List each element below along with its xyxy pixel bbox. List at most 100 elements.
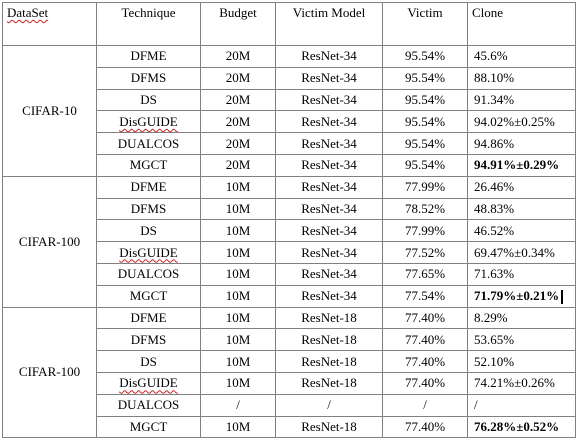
- model-cell: ResNet-34: [275, 219, 383, 243]
- clone-cell: 69.47%±0.34%: [467, 241, 576, 264]
- model-cell: /: [275, 393, 383, 417]
- technique-cell: DUALCOS: [96, 132, 201, 155]
- victim-cell: 77.54%: [382, 284, 468, 308]
- victim-cell: 95.54%: [382, 88, 468, 112]
- clone-cell: 74.21%±0.26%: [467, 371, 576, 395]
- model-cell: ResNet-34: [275, 175, 383, 199]
- table-row: MGCT 10M ResNet-34 77.54% 71.79%±0.21%: [3, 284, 576, 308]
- table-row: DFMS 20M ResNet-34 95.54% 88.10%: [3, 66, 576, 90]
- victim-cell: 95.54%: [382, 153, 468, 177]
- table-row: DFMS 10M ResNet-34 78.52% 48.83%: [3, 197, 576, 221]
- clone-cell: 26.46%: [467, 175, 576, 199]
- dataset-cell: CIFAR-10: [2, 45, 97, 177]
- header-dataset: DataSet: [2, 2, 97, 46]
- header-clone: Clone: [467, 2, 576, 46]
- technique-cell: DS: [96, 350, 201, 373]
- table-row: DisGUIDE 20M ResNet-34 95.54% 94.02%±0.2…: [3, 110, 576, 134]
- technique-cell: DS: [96, 219, 201, 243]
- header-victim: Victim: [382, 2, 468, 46]
- victim-cell: 77.65%: [382, 262, 468, 286]
- clone-cell-best: 76.28%±0.52%: [467, 415, 576, 439]
- model-cell: ResNet-34: [275, 197, 383, 221]
- budget-cell: 10M: [200, 350, 276, 373]
- clone-cell-best: 94.91%±0.29%: [467, 153, 576, 177]
- victim-cell: 78.52%: [382, 197, 468, 221]
- dataset-cell: CIFAR-100: [2, 306, 97, 439]
- budget-cell: 10M: [200, 284, 276, 308]
- model-cell: ResNet-34: [275, 241, 383, 264]
- model-cell: ResNet-34: [275, 262, 383, 286]
- clone-cell: 91.34%: [467, 88, 576, 112]
- model-cell: ResNet-18: [275, 328, 383, 352]
- text-cursor: [561, 290, 564, 305]
- budget-cell: 20M: [200, 66, 276, 90]
- victim-cell: 77.40%: [382, 371, 468, 395]
- budget-cell: 10M: [200, 306, 276, 330]
- victim-cell: 95.54%: [382, 45, 468, 68]
- clone-cell: 88.10%: [467, 66, 576, 90]
- technique-cell: DFME: [96, 306, 201, 330]
- clone-cell: 94.02%±0.25%: [467, 110, 576, 134]
- clone-cell: 71.63%: [467, 262, 576, 286]
- budget-cell: 20M: [200, 153, 276, 177]
- clone-cell: 8.29%: [467, 306, 576, 330]
- victim-cell: 95.54%: [382, 132, 468, 155]
- clone-cell: 48.83%: [467, 197, 576, 221]
- budget-cell: 20M: [200, 132, 276, 155]
- victim-cell: /: [382, 393, 468, 417]
- model-cell: ResNet-18: [275, 306, 383, 330]
- table-row: DS 10M ResNet-18 77.40% 52.10%: [3, 350, 576, 373]
- header-victim-model: Victim Model: [275, 2, 383, 46]
- clone-cell: 53.65%: [467, 328, 576, 352]
- victim-cell: 95.54%: [382, 66, 468, 90]
- technique-cell: DFME: [96, 175, 201, 199]
- table-row: CIFAR-100 DFME 10M ResNet-34 77.99% 26.4…: [2, 175, 576, 308]
- technique-cell: MGCT: [96, 153, 201, 177]
- victim-cell: 77.99%: [382, 175, 468, 199]
- model-cell: ResNet-18: [275, 415, 383, 439]
- technique-cell: DS: [96, 88, 201, 112]
- clone-cell: /: [467, 393, 576, 417]
- technique-cell: DisGUIDE: [96, 241, 201, 264]
- model-cell: ResNet-34: [275, 153, 383, 177]
- victim-cell: 77.99%: [382, 219, 468, 243]
- model-cell: ResNet-34: [275, 66, 383, 90]
- technique-cell: DisGUIDE: [96, 371, 201, 395]
- clone-cell: 46.52%: [467, 219, 576, 243]
- victim-cell: 95.54%: [382, 110, 468, 134]
- model-cell: ResNet-18: [275, 350, 383, 373]
- budget-cell: 20M: [200, 88, 276, 112]
- victim-cell: 77.40%: [382, 328, 468, 352]
- budget-cell: /: [200, 393, 276, 417]
- victim-cell: 77.40%: [382, 350, 468, 373]
- dataset-cell: CIFAR-100: [2, 175, 97, 308]
- model-cell: ResNet-18: [275, 371, 383, 395]
- table-row: MGCT 10M ResNet-18 77.40% 76.28%±0.52%: [3, 415, 576, 439]
- technique-cell: DFMS: [96, 66, 201, 90]
- technique-cell: DUALCOS: [96, 393, 201, 417]
- budget-cell: 20M: [200, 45, 276, 68]
- table-row: DUALCOS 20M ResNet-34 95.54% 94.86%: [3, 132, 576, 155]
- victim-cell: 77.40%: [382, 415, 468, 439]
- technique-cell: DisGUIDE: [96, 110, 201, 134]
- budget-cell: 10M: [200, 262, 276, 286]
- clone-cell-best: 71.79%±0.21%: [467, 284, 576, 308]
- budget-cell: 10M: [200, 328, 276, 352]
- model-cell: ResNet-34: [275, 88, 383, 112]
- budget-cell: 10M: [200, 371, 276, 395]
- technique-cell: DFME: [96, 45, 201, 68]
- table-row: DisGUIDE 10M ResNet-34 77.52% 69.47%±0.3…: [3, 241, 576, 264]
- budget-cell: 20M: [200, 110, 276, 134]
- model-cell: ResNet-34: [275, 110, 383, 134]
- model-cell: ResNet-34: [275, 45, 383, 68]
- victim-cell: 77.40%: [382, 306, 468, 330]
- technique-cell: DUALCOS: [96, 262, 201, 286]
- model-cell: ResNet-34: [275, 132, 383, 155]
- table-row: DS 20M ResNet-34 95.54% 91.34%: [3, 88, 576, 112]
- table-row: MGCT 20M ResNet-34 95.54% 94.91%±0.29%: [3, 153, 576, 177]
- budget-cell: 10M: [200, 197, 276, 221]
- budget-cell: 10M: [200, 219, 276, 243]
- victim-cell: 77.52%: [382, 241, 468, 264]
- results-table: DataSet Technique Budget Victim Model Vi…: [2, 2, 576, 439]
- clone-cell: 94.86%: [467, 132, 576, 155]
